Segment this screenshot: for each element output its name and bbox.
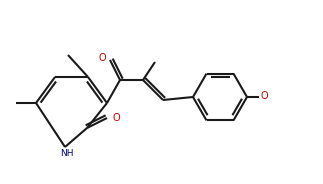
Text: NH: NH — [60, 148, 74, 158]
Text: O: O — [98, 53, 106, 63]
Text: O: O — [112, 113, 120, 123]
Text: O: O — [260, 91, 268, 101]
